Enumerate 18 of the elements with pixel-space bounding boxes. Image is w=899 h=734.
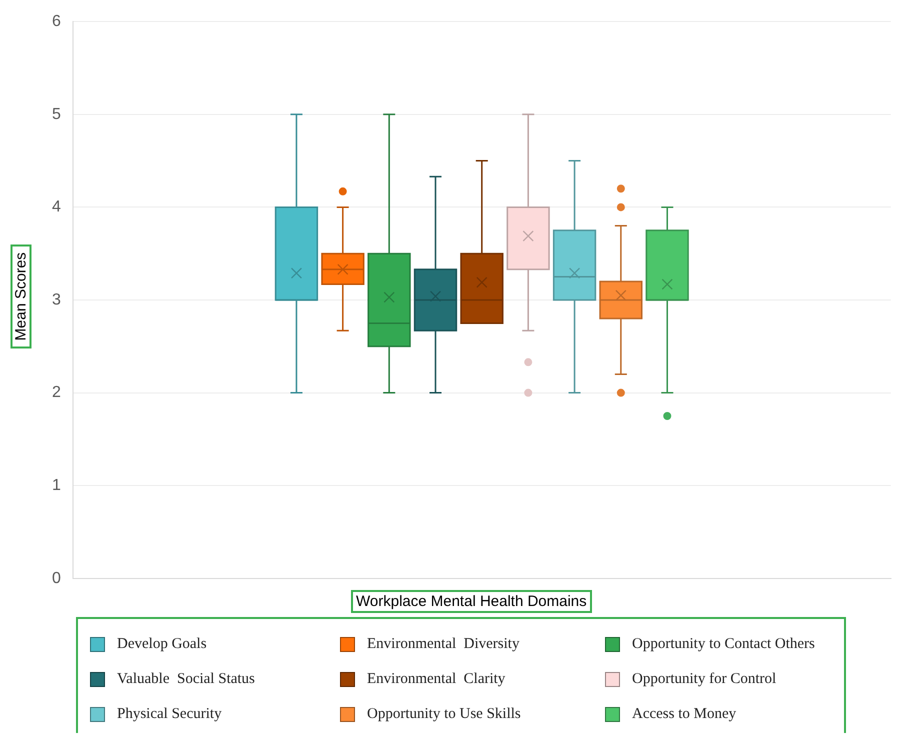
y-tick-label: 5 (52, 106, 61, 123)
y-tick-label: 6 (52, 13, 61, 30)
legend-label: Environmental Diversity (367, 636, 520, 653)
legend-label: Opportunity to Contact Others (632, 636, 815, 653)
legend-label: Develop Goals (117, 636, 207, 653)
y-axis-title: Mean Scores (10, 244, 32, 348)
y-tick-label: 1 (52, 477, 61, 494)
legend-label: Physical Security (117, 706, 222, 723)
y-tick-label: 3 (52, 291, 61, 308)
legend-label: Valuable Social Status (117, 671, 255, 688)
legend-label: Access to Money (632, 706, 736, 723)
y-tick-label: 2 (52, 384, 61, 402)
x-axis-title: Workplace Mental Health Domains (351, 590, 592, 613)
y-tick-label: 0 (52, 570, 61, 587)
legend-label: Opportunity to Use Skills (367, 706, 521, 723)
legend-label: Opportunity for Control (632, 671, 776, 688)
y-tick-label: 4 (52, 198, 61, 216)
legend-label: Environmental Clarity (367, 671, 506, 688)
